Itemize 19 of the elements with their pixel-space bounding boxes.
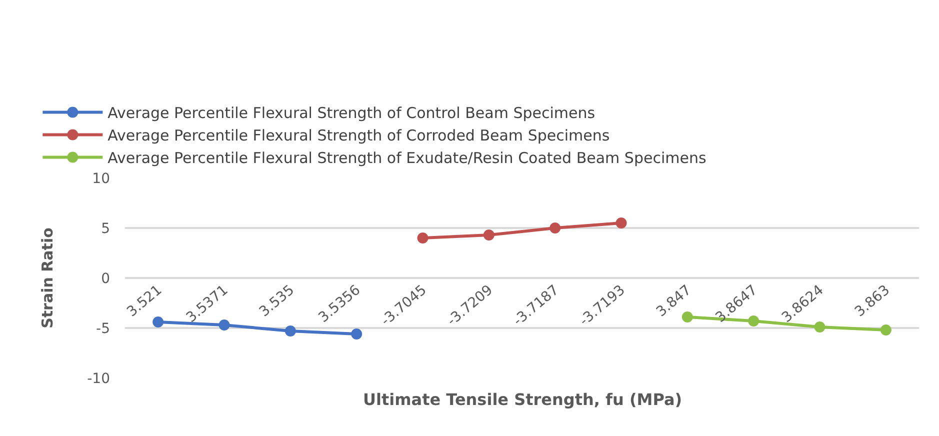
point [284,326,296,336]
y-tick-label: -10 [87,370,110,387]
legend-label: Average Percentile Flexural Strength of Corroded Beam Specimens [108,126,610,145]
legend-label: Average Percentile Flexural Strength of Control Beam Specimens [108,104,596,122]
point [417,232,428,244]
y-tick-label: 0 [101,270,110,287]
y-tick-label: -5 [96,320,110,337]
y-tick-label: 5 [101,220,110,237]
point [550,222,561,234]
y-tick-label: 10 [92,170,110,187]
point [351,328,362,340]
legend-label: Average Percentile Flexural Strength of Exudate/Resin Coated Beam Specimens [108,149,706,168]
point [880,324,892,336]
x-axis-title: Ultimate Tensile Strength, fu (MPa) [363,390,682,409]
y-axis-title: Strain Ratio [38,228,56,328]
point [152,316,164,328]
point [814,322,826,332]
point [616,218,627,228]
point [483,230,494,240]
